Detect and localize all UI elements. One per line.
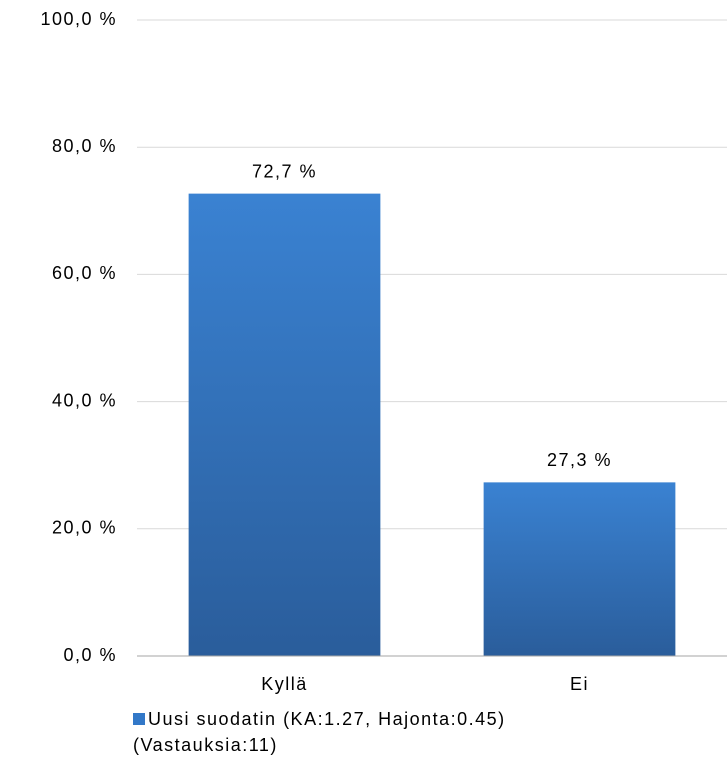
y-tick-label: 100,0 %	[40, 9, 117, 29]
legend-label: Uusi suodatin (KA:1.27, Hajonta:0.45) (V…	[133, 709, 506, 755]
data-label: 72,7 %	[252, 161, 317, 181]
y-tick-label: 0,0 %	[63, 645, 117, 665]
y-tick-label: 60,0 %	[52, 263, 117, 283]
x-tick-label: Ei	[570, 674, 589, 694]
bar	[188, 193, 381, 657]
chart: 0,0 % 20,0 % 40,0 % 60,0 % 80,0 % 100,0 % Kyll…	[40, 9, 727, 694]
y-tick-label: 80,0 %	[52, 136, 117, 156]
legend: Uusi suodatin (KA:1.27, Hajonta:0.45) (V…	[133, 706, 633, 758]
legend-swatch	[133, 713, 145, 725]
y-tick-label: 20,0 %	[52, 518, 117, 538]
x-tick-label: Kyllä	[261, 674, 308, 694]
y-tick-label: 40,0 %	[52, 390, 117, 410]
bar	[483, 482, 676, 656]
data-label: 27,3 %	[547, 450, 612, 470]
